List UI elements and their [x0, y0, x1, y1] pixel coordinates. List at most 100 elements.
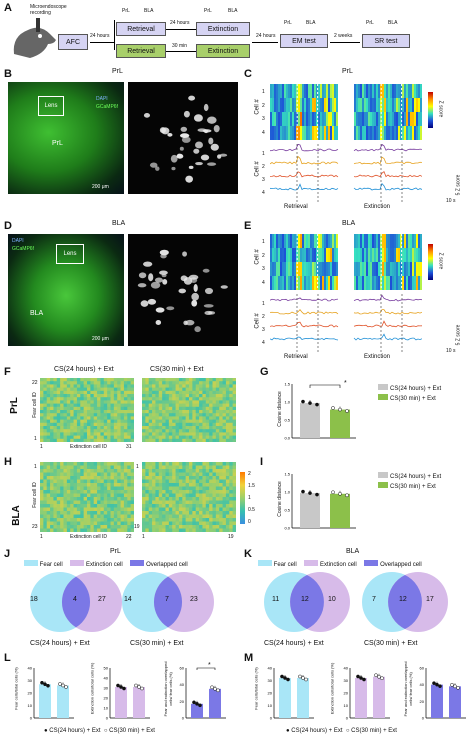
- matrix-cell: [63, 419, 68, 424]
- matrix-cell: [155, 438, 160, 443]
- matrix-cell: [40, 486, 44, 491]
- heatmap-cell: [282, 234, 285, 249]
- heatmap-cell: [326, 126, 329, 141]
- matrix-cell: [165, 528, 170, 533]
- heatmap-cell: [386, 98, 389, 113]
- matrix-cell: [182, 416, 187, 420]
- heatmap-cell: [368, 248, 371, 263]
- panel-label-b: B: [4, 68, 12, 80]
- matrix-cell: [182, 429, 187, 433]
- matrix-cell: [80, 397, 85, 401]
- matrix-cell: [222, 511, 227, 515]
- matrix-cell: [202, 390, 207, 395]
- matrix-cell: [175, 479, 180, 484]
- tick-label: 50: [104, 666, 109, 671]
- heatmap-cell: [396, 248, 399, 263]
- matrix-cell: [158, 378, 163, 382]
- e-cell-3: 3: [262, 266, 265, 272]
- matrix-cell: [229, 465, 234, 470]
- matrix-cell: [178, 438, 183, 443]
- matrix-cell: [155, 400, 160, 404]
- matrix-cell: [172, 479, 176, 484]
- matrix-cell: [60, 497, 64, 501]
- matrix-cell: [123, 469, 128, 473]
- matrix-cell: [152, 483, 156, 487]
- heatmap-cell: [400, 112, 403, 127]
- matrix-cell: [222, 426, 227, 430]
- matrix-cell: [76, 514, 81, 519]
- matrix-cell: [172, 419, 176, 424]
- matrix-cell: [66, 514, 71, 519]
- heatmap-cell: [362, 84, 365, 99]
- matrix-cell: [142, 483, 146, 487]
- matrix-cell: [192, 378, 197, 382]
- heatmap-cell: [334, 248, 337, 263]
- matrix-cell: [175, 378, 180, 382]
- matrix-cell: [219, 381, 223, 385]
- matrix-cell: [130, 378, 135, 382]
- tick-label: 0.0: [284, 436, 290, 441]
- matrix-cell: [107, 438, 111, 443]
- matrix-cell: [219, 476, 223, 480]
- matrix-cell: [87, 406, 91, 411]
- matrix-cell: [87, 521, 91, 526]
- matrix-cell: [202, 476, 207, 480]
- matrix-cell: [209, 381, 213, 385]
- matrix-cell: [232, 432, 237, 436]
- matrix-cell: [90, 410, 95, 414]
- matrix-cell: [120, 514, 125, 519]
- calcium-trace: [353, 182, 422, 191]
- matrix-cell: [100, 384, 105, 388]
- matrix-cell: [56, 472, 61, 477]
- matrix-cell: [83, 462, 88, 466]
- matrix-cell: [130, 490, 135, 494]
- matrix-cell: [53, 400, 58, 404]
- matrix-cell: [43, 400, 48, 404]
- heatmap-cell: [410, 98, 413, 113]
- matrix-cell: [199, 435, 203, 440]
- matrix-cell: [189, 394, 193, 398]
- matrix-cell: [110, 528, 115, 533]
- matrix-cell: [80, 381, 85, 385]
- matrix-cell: [83, 432, 88, 436]
- matrix-cell: [222, 507, 227, 512]
- matrix-cell: [182, 426, 187, 430]
- matrix-cell: [113, 381, 118, 385]
- matrix-cell: [117, 479, 121, 484]
- heatmap-cell: [292, 84, 295, 99]
- heatmap-cell: [418, 234, 421, 249]
- heatmap-cell: [318, 84, 321, 99]
- heatmap-cell: [394, 262, 397, 277]
- matrix-cell: [229, 416, 234, 420]
- heatmap-cell: [402, 126, 405, 141]
- matrix-cell: [199, 422, 203, 427]
- matrix-cell: [107, 493, 111, 498]
- h-colorbar: [240, 472, 245, 524]
- matrix-cell: [175, 410, 180, 414]
- matrix-cell: [66, 493, 71, 498]
- matrix-cell: [232, 514, 237, 519]
- matrix-cell: [60, 528, 64, 533]
- neuron-blob: [191, 292, 199, 301]
- matrix-cell: [178, 419, 183, 424]
- matrix-cell: [175, 438, 180, 443]
- heatmap-cell: [276, 262, 279, 277]
- h-matrix-right: [142, 462, 237, 533]
- arrow-mid-bottom: [166, 51, 196, 52]
- matrix-cell: [165, 394, 170, 398]
- heatmap-cell: [374, 112, 377, 127]
- matrix-cell: [123, 387, 128, 392]
- j-v2-overlap: [153, 576, 183, 628]
- matrix-cell: [90, 432, 95, 436]
- matrix-cell: [162, 397, 166, 401]
- matrix-cell: [162, 426, 166, 430]
- matrix-cell: [158, 410, 163, 414]
- matrix-cell: [222, 490, 227, 494]
- matrix-cell: [97, 419, 101, 424]
- neuron-blob: [162, 278, 168, 285]
- matrix-cell: [189, 486, 193, 491]
- c-colorbar: [428, 92, 433, 128]
- matrix-cell: [222, 429, 227, 433]
- heatmap-cell: [380, 112, 383, 127]
- data-point: [301, 399, 305, 404]
